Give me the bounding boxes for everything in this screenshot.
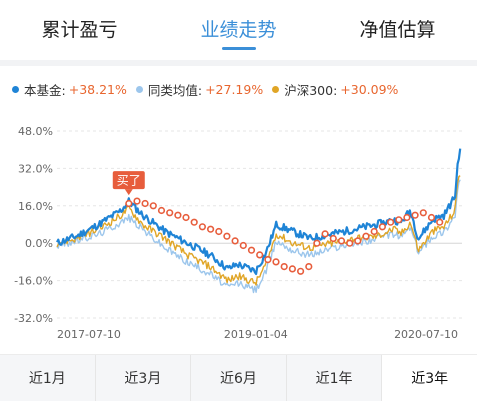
x-tick-label: 2017-07-10 [57,328,121,341]
trade-point [231,237,239,245]
legend-value-csi300: +30.09% [340,81,399,97]
trade-point [419,209,427,217]
trade-point [223,232,231,240]
trade-point [346,239,354,247]
buy-marker-label: 买了 [117,174,141,188]
trade-point [272,258,280,266]
x-tick-label: 2019-01-04 [224,328,288,341]
trade-point [157,206,166,215]
range-1-year[interactable]: 近1年 [287,355,383,401]
trade-point [288,265,297,273]
y-tick-label: 48.0% [18,125,53,138]
performance-chart[interactable]: 48.0% 32.0% 16.0% 0.0% -16.0% -32.0% 2017-07-1… [0,110,477,350]
trade-point [174,211,182,219]
legend-item-peer-average: 同类均值: +27.19% [135,80,264,99]
legend-item-fund: 本基金: +38.21% [12,80,127,99]
trade-point [256,251,264,259]
trade-point [403,213,411,222]
trade-point [305,263,313,271]
section-divider [0,60,477,66]
trade-point [297,267,305,275]
legend-value-peer-average: +27.19% [205,81,264,97]
trade-point [207,225,215,233]
series-line-1 [56,179,461,294]
buy-marker-pointer [124,189,133,196]
trade-point [378,223,387,231]
top-tab-bar: 累计盈亏 业绩走势 净值估算 [0,0,477,56]
range-1-month[interactable]: 近1月 [0,355,96,401]
x-tick-label: 2020-07-10 [394,328,458,341]
buy-marker-badge [112,171,145,190]
trade-point [337,237,346,245]
trade-point [387,218,395,226]
trade-point [149,202,157,210]
range-3-months[interactable]: 近3月 [96,355,192,401]
legend-label-peer-average: 同类均值: [147,82,203,98]
y-tick-label: 16.0% [18,200,53,213]
trade-point [362,232,370,240]
trade-point [133,197,141,205]
trade-point [280,263,288,271]
legend-dot-peer-average [135,85,143,93]
range-3-years[interactable]: 近3年 [382,355,477,401]
trade-point [215,227,223,236]
trade-point [313,239,321,247]
trade-point [436,218,444,226]
trade-point [247,246,256,254]
tab-cumulative-pnl[interactable]: 累计盈亏 [41,18,118,41]
trade-point [182,213,190,222]
legend-dot-csi300 [272,85,280,93]
legend-label-csi300: 沪深300: [284,82,338,98]
legend-label-fund: 本基金: [24,82,66,98]
trade-point [198,223,206,231]
trade-point [125,199,133,208]
trade-point [329,234,337,243]
trade-point [264,256,272,264]
trade-point [239,241,247,250]
legend-dot-fund [12,85,19,93]
tab-nav-estimate[interactable]: 净值估算 [359,18,436,41]
trade-point [166,209,174,217]
series-line-2 [56,175,461,286]
trade-point [190,218,198,226]
trade-point [141,199,149,208]
y-tick-label: 32.0% [18,162,53,175]
trade-point [411,211,419,219]
legend-value-fund: +38.21% [68,81,127,97]
tab-performance-trend[interactable]: 业绩走势 [159,0,318,56]
trade-point [395,216,403,224]
time-range-selector: 近1月 近3月 近6月 近1年 近3年 [0,354,477,401]
trade-point [370,227,378,236]
trade-point [321,230,329,238]
y-tick-label: 0.0% [25,237,53,250]
y-tick-label: -16.0% [14,275,53,288]
range-6-months[interactable]: 近6月 [191,355,287,401]
chart-legend: 本基金: +38.21% 同类均值: +27.19% 沪深300: +30.09… [0,78,477,100]
trade-point [354,237,362,245]
legend-item-csi300: 沪深300: +30.09% [272,80,398,99]
y-tick-label: -32.0% [14,312,53,325]
trade-point [427,213,436,222]
